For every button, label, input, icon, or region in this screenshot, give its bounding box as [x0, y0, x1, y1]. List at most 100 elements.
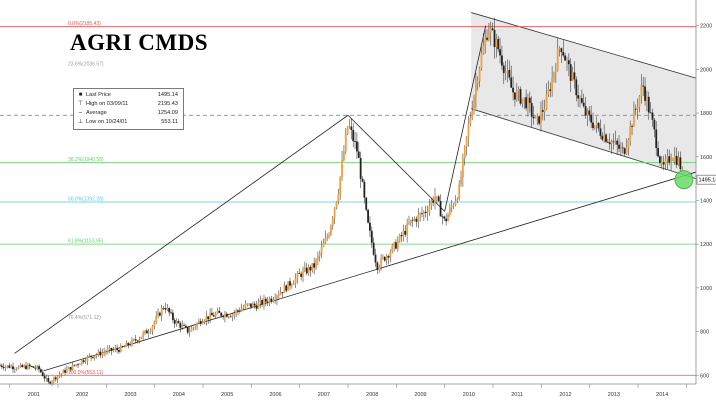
candle-body — [49, 382, 51, 384]
candle-body — [380, 258, 382, 267]
candle-body — [345, 134, 347, 152]
candle-body — [73, 365, 75, 366]
candle-body — [551, 77, 553, 91]
candle-body — [429, 206, 431, 212]
candle-body — [10, 366, 12, 367]
legend-symbol: – — [77, 109, 84, 117]
candle-body — [412, 220, 414, 221]
candle-body — [105, 352, 107, 353]
candle-body — [323, 243, 325, 247]
candle-body — [482, 46, 484, 54]
candle-body — [53, 377, 55, 381]
candle-body — [600, 128, 602, 135]
candle-body — [490, 28, 492, 32]
candle-body — [417, 215, 419, 222]
candle-body — [135, 339, 137, 340]
candle-body — [34, 368, 36, 369]
x-tick-label: 2001 — [28, 392, 40, 398]
candle-body — [635, 109, 637, 110]
candle-body — [85, 361, 87, 362]
candle-body — [518, 89, 520, 90]
candle-body — [120, 346, 122, 352]
candle-body — [231, 314, 233, 316]
marker-layer — [675, 171, 693, 189]
candle-body — [21, 365, 23, 367]
candle-body — [507, 70, 509, 71]
x-tick-label: 2011 — [511, 392, 523, 398]
x-tick-label: 2010 — [463, 392, 475, 398]
candle-body — [661, 162, 663, 163]
candle-body — [640, 86, 642, 97]
candle-body — [157, 313, 159, 317]
candle-body — [244, 304, 246, 307]
candle-body — [596, 123, 598, 125]
candle-body — [256, 305, 258, 308]
candle-body — [235, 310, 237, 313]
candle-body — [176, 321, 178, 324]
candle-body — [174, 320, 176, 324]
candle-body — [155, 316, 157, 322]
candle-body — [8, 365, 10, 367]
candle-body — [397, 241, 399, 248]
candle-body — [627, 140, 629, 147]
y-tick-label: 1200 — [700, 242, 712, 248]
candle-body — [129, 345, 131, 346]
fib-level-label: 38.2%(1940.58) — [68, 157, 104, 163]
candle-body — [51, 381, 53, 383]
candle-body — [562, 52, 564, 56]
candle-body — [194, 327, 196, 328]
candle-body — [5, 367, 7, 368]
legend-symbol: ■ — [77, 91, 84, 99]
candle-body — [293, 283, 295, 284]
y-tick-label: 800 — [700, 330, 709, 336]
candle-body — [170, 312, 172, 313]
candle-body — [57, 376, 59, 379]
x-tick-label: 2003 — [124, 392, 136, 398]
candle-body — [501, 55, 503, 65]
candle-body — [267, 302, 269, 303]
candle-body — [672, 160, 674, 161]
fib-level-label: 76.4%(571.12) — [68, 315, 101, 321]
candle-body — [666, 156, 668, 159]
candle-body — [233, 313, 235, 314]
candle-body — [367, 210, 369, 223]
candle-body — [81, 360, 83, 364]
candle-body — [62, 370, 64, 373]
candle-body — [122, 346, 124, 347]
candle-body — [386, 256, 388, 261]
candle-body — [639, 96, 641, 107]
candle-body — [575, 79, 577, 95]
legend-label: High on 03/09/11 — [86, 100, 128, 108]
candle-body — [111, 348, 113, 351]
candle-body — [557, 49, 559, 71]
candle-body — [14, 369, 16, 370]
candle-body — [393, 242, 395, 245]
candle-body — [572, 72, 574, 80]
candle-body — [536, 116, 538, 117]
candle-body — [153, 322, 155, 326]
candle-body — [404, 231, 406, 235]
legend-symbol: ⊥ — [77, 118, 84, 126]
candle-body — [451, 206, 453, 208]
candle-body — [159, 313, 161, 316]
candle-body — [114, 348, 116, 349]
candle-body — [665, 159, 667, 164]
fib-level-label: 100.0%(553.11) — [68, 370, 104, 376]
candle-body — [529, 98, 531, 103]
candle-body — [280, 292, 282, 295]
candle-body — [127, 343, 129, 345]
candle-body — [215, 314, 217, 317]
candle-body — [447, 215, 449, 221]
candle-body — [469, 118, 471, 124]
candle-body — [549, 89, 551, 90]
candle-body — [259, 300, 261, 303]
x-tick-label: 2012 — [559, 392, 571, 398]
candle-body — [72, 365, 74, 370]
candle-body — [59, 375, 61, 376]
candle-body — [40, 369, 42, 372]
candle-body — [648, 97, 650, 113]
legend-label: Low on 10/24/01 — [86, 118, 127, 126]
candle-body — [546, 94, 548, 108]
candle-body — [112, 350, 114, 351]
candle-body — [527, 98, 529, 108]
